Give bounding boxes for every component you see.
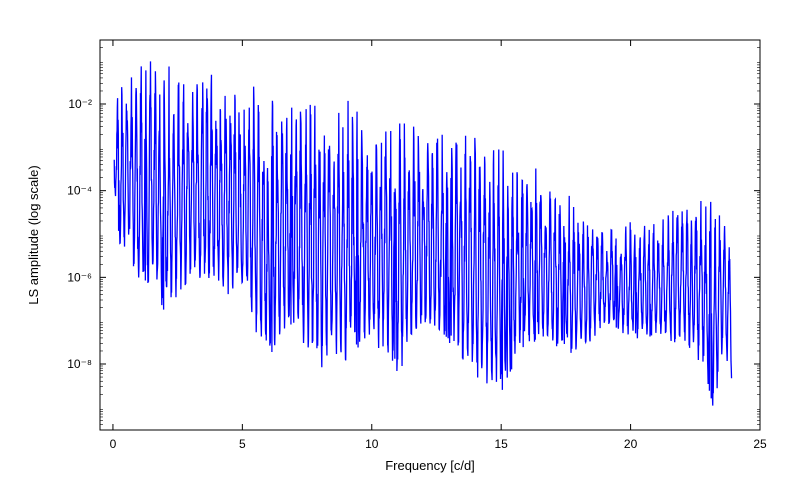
periodogram-line <box>114 61 731 405</box>
x-tick-label: 0 <box>110 437 117 451</box>
x-tick-label: 20 <box>624 437 638 451</box>
x-tick-label: 10 <box>365 437 379 451</box>
x-axis-label: Frequency [c/d] <box>385 458 475 473</box>
y-tick-label: 10⁻² <box>68 97 92 111</box>
chart-svg: 0 5 10 15 20 25 10⁻⁸ 10⁻⁶ 10⁻⁴ 10⁻² Frequency [c/d… <box>0 0 800 500</box>
y-tick-label: 10⁻⁸ <box>67 357 92 371</box>
y-axis-label: LS amplitude (log scale) <box>26 165 41 304</box>
y-tick-label: 10⁻⁶ <box>67 270 92 284</box>
periodogram-chart: 0 5 10 15 20 25 10⁻⁸ 10⁻⁶ 10⁻⁴ 10⁻² Frequency [c/d… <box>0 0 800 500</box>
x-tick-label: 5 <box>239 437 246 451</box>
y-tick-label: 10⁻⁴ <box>67 184 92 198</box>
x-tick-label: 25 <box>753 437 767 451</box>
x-tick-label: 15 <box>494 437 508 451</box>
